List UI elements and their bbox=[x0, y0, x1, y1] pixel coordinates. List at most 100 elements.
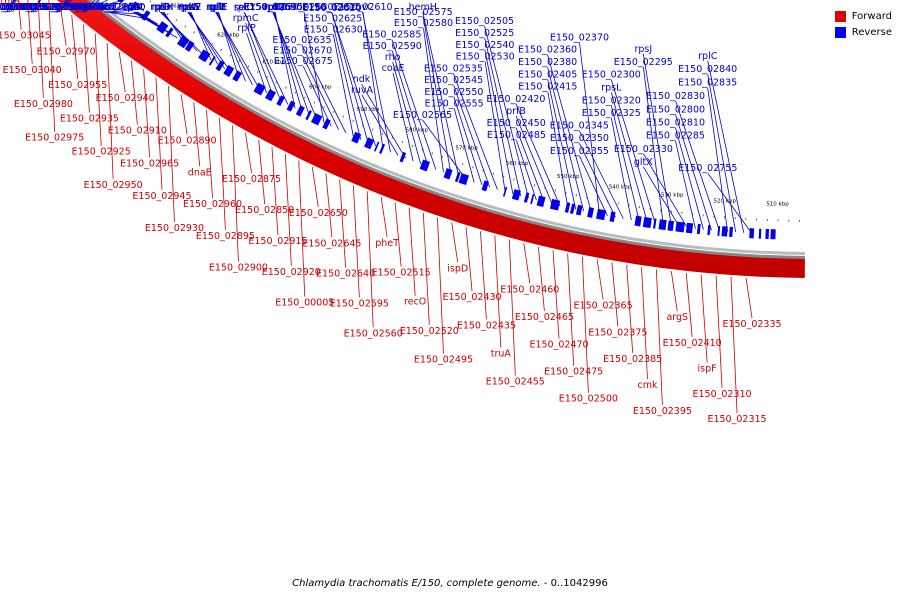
reverse-gene-label: rplF bbox=[208, 2, 226, 13]
forward-gene-label: E150_02965 bbox=[120, 158, 179, 169]
reverse-gene-feature bbox=[653, 218, 657, 229]
reverse-gene-label: E150_02860 bbox=[51, 2, 110, 13]
reverse-leader-line bbox=[579, 155, 608, 216]
reverse-gene-feature bbox=[530, 194, 535, 205]
reverse-leader-line bbox=[362, 11, 391, 153]
forward-gene-label: E150_02595 bbox=[330, 299, 389, 310]
reverse-leader-line bbox=[362, 11, 384, 150]
forward-leader-line bbox=[581, 256, 589, 393]
reverse-leader-line bbox=[135, 11, 165, 29]
reverse-leader-line bbox=[707, 87, 729, 232]
reverse-gene-label: E150_02530 bbox=[456, 52, 515, 63]
reverse-gene-feature bbox=[305, 110, 312, 121]
reverse-leader-line bbox=[391, 50, 429, 167]
legend-reverse: Reverse bbox=[834, 24, 892, 40]
reverse-gene-label: E150_02295 bbox=[614, 57, 673, 68]
reverse-leader-line bbox=[642, 53, 672, 226]
reverse-leader-line bbox=[245, 22, 275, 98]
reverse-leader-line bbox=[453, 85, 490, 188]
reverse-gene-label: E150_02370 bbox=[550, 32, 609, 43]
forward-gene-label: E150_02375 bbox=[588, 327, 647, 338]
reverse-gene-label: rpsH bbox=[152, 2, 174, 13]
forward-gene-label: E150_02470 bbox=[529, 339, 588, 350]
reverse-leader-line bbox=[80, 0, 125, 13]
reverse-leader-line bbox=[422, 11, 460, 178]
forward-leader-line bbox=[611, 262, 619, 327]
reverse-gene-label: E150_02345 bbox=[550, 121, 609, 132]
forward-leader-line bbox=[311, 166, 319, 208]
reverse-gene-label: E150_02755 bbox=[678, 163, 737, 174]
forward-gene-label: cmk bbox=[638, 380, 658, 391]
reverse-leader-line bbox=[332, 23, 362, 140]
legend-forward: Forward bbox=[834, 8, 892, 24]
kbp-tick-label: 610 kbp bbox=[262, 60, 285, 66]
forward-leader-line bbox=[523, 243, 531, 284]
reverse-gene-feature bbox=[458, 173, 470, 185]
kbp-tick-label: 630 kbp bbox=[173, 3, 196, 9]
kbp-tick-label: 560 kbp bbox=[506, 161, 529, 167]
reverse-gene-label: rho bbox=[385, 52, 401, 63]
forward-gene-label: E150_02980 bbox=[14, 99, 73, 110]
reverse-gene-label: rplO bbox=[234, 2, 254, 13]
reverse-leader-line bbox=[246, 32, 267, 94]
reverse-gene-feature bbox=[696, 223, 701, 235]
reverse-swatch bbox=[834, 26, 846, 38]
forward-leader-line bbox=[339, 179, 346, 268]
reverse-leader-line bbox=[453, 108, 475, 183]
reverse-leader-line bbox=[642, 66, 664, 225]
reverse-leader-line bbox=[272, 11, 318, 120]
reverse-gene-label: E150_02800 bbox=[646, 104, 705, 115]
reverse-leader-line bbox=[132, 11, 178, 39]
reverse-gene-feature bbox=[419, 159, 430, 172]
minor-tick bbox=[184, 25, 187, 28]
forward-gene-label: E150_02955 bbox=[48, 80, 107, 91]
reverse-gene-label: E150_02670 bbox=[273, 46, 332, 57]
reverse-leader-line bbox=[675, 140, 696, 229]
forward-gene-label: E150_02970 bbox=[37, 46, 96, 57]
reverse-leader-line bbox=[392, 73, 414, 162]
reverse-gene-label: E150_02695 bbox=[244, 2, 303, 13]
caption-range: - 0..1042996 bbox=[543, 578, 608, 589]
minor-tick bbox=[247, 65, 250, 68]
reverse-leader-line bbox=[610, 79, 656, 224]
forward-leader-line bbox=[596, 259, 604, 300]
reverse-leader-line bbox=[244, 12, 282, 101]
minor-tick bbox=[294, 91, 297, 94]
reverse-gene-label: E150_02325 bbox=[582, 108, 641, 119]
legend-forward-label: Forward bbox=[851, 10, 892, 22]
reverse-leader-line bbox=[55, 0, 73, 13]
reverse-gene-label: rpsQ bbox=[123, 2, 145, 13]
minor-tick bbox=[256, 70, 259, 74]
reverse-leader-line bbox=[301, 44, 347, 134]
forward-leader-line bbox=[685, 272, 693, 337]
reverse-gene-feature bbox=[129, 1, 138, 12]
reverse-gene-feature bbox=[223, 65, 235, 78]
reverse-leader-line bbox=[56, 0, 70, 13]
minor-tick bbox=[193, 31, 196, 34]
reverse-gene-label: E150_02620 bbox=[303, 3, 362, 14]
reverse-leader-line bbox=[422, 16, 452, 175]
reverse-gene-label: rplP bbox=[237, 23, 256, 34]
forward-gene-label: E150_03045 bbox=[0, 31, 51, 42]
reverse-gene-feature bbox=[685, 222, 694, 234]
reverse-gene-feature bbox=[374, 141, 380, 152]
reverse-gene-feature bbox=[642, 216, 652, 228]
reverse-leader-line bbox=[484, 61, 506, 192]
reverse-gene-label: E150_02540 bbox=[455, 40, 514, 51]
forward-gene-label: E150_02945 bbox=[132, 191, 191, 202]
reverse-gene-label: E150_02405 bbox=[518, 69, 577, 80]
minor-tick bbox=[431, 152, 434, 155]
kbp-tick-label: 510 kbp bbox=[766, 201, 789, 207]
reverse-gene-feature bbox=[286, 100, 296, 112]
reverse-leader-line bbox=[484, 49, 514, 194]
reverse-gene-label: E150_02675 bbox=[274, 56, 333, 67]
forward-gene-label: E150_02960 bbox=[183, 199, 242, 210]
gene-labels: mutLE150_03010E150_03005E150_03030E150_0… bbox=[0, 0, 782, 425]
forward-gene-label: E150_02560 bbox=[344, 328, 403, 339]
reverse-gene-label: E150_02550 bbox=[424, 87, 483, 98]
forward-gene-label: E150_02395 bbox=[633, 406, 692, 417]
reverse-leader-line bbox=[134, 11, 171, 34]
forward-leader-line bbox=[422, 212, 430, 325]
forward-leader-line bbox=[59, 5, 67, 46]
